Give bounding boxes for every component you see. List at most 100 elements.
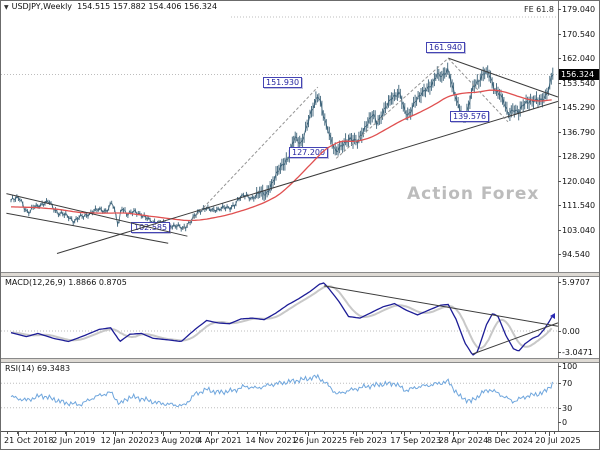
date-minor-tick [218,432,220,434]
date-minor-tick [506,432,508,434]
rsi-axis-tick [558,383,561,384]
date-minor-tick [515,432,517,434]
rsi-axis-tick [558,408,561,409]
price-axis-tick-label: 162.040 [562,54,596,63]
date-minor-tick [295,432,296,434]
date-minor-tick [554,432,556,434]
date-minor-tick [400,432,402,434]
price-axis-tick-label: 94.540 [562,250,590,259]
date-minor-tick [26,432,28,434]
price-axis-tick-label: 170.540 [562,29,596,39]
date-minor-tick [141,432,143,434]
date-major-tick [549,432,551,436]
date-major-tick [356,432,358,436]
current-price-badge: 156.324 [559,69,599,80]
date-minor-tick [467,432,469,434]
macd-axis-tick-label: 5.9707 [562,278,590,287]
date-minor-tick [544,432,546,434]
price-axis-tick [558,229,561,231]
date-minor-tick [343,432,344,434]
date-label: 12 Jan 2020 [100,436,149,445]
date-major-tick [452,432,454,436]
date-minor-tick [64,432,66,434]
date-minor-tick [477,432,479,434]
panel-separator-macd[interactable] [1,272,599,277]
date-label: 23 Aug 2020 [148,436,201,445]
date-minor-tick [131,432,133,434]
date-minor-tick [35,432,37,434]
date-label: 20 Jul 2025 [535,436,581,445]
date-label: 17 Sep 2023 [390,436,442,445]
price-axis-tick-label: 111.540 [562,201,596,210]
date-minor-tick [189,432,191,434]
price-axis-tick [558,9,561,10]
macd-trendline-1 [472,322,559,355]
price-axis-tick [558,131,561,133]
price-level-label: 151.930 [263,77,303,88]
date-minor-tick [458,432,460,434]
date-minor-tick [103,432,104,434]
date-label: 2 Jun 2019 [52,436,96,445]
date-minor-tick [208,432,210,434]
date-major-tick [307,432,309,436]
date-major-tick [404,432,406,436]
chart-title-row: ▼ USDJPY,Weekly 154.515 157.882 154.406 1… [4,2,217,11]
collapse-arrow-icon[interactable]: ▼ [4,4,9,11]
fibonacci-extension-label: FE 61.8 [523,5,554,14]
price-swing-dashed-1 [335,57,449,159]
price-axis-tick [558,205,561,206]
rsi-axis-tick-label: 100 [562,362,578,371]
date-minor-tick [323,432,325,434]
date-minor-tick [525,432,527,434]
price-axis-tick-label: 128.290 [562,152,596,161]
date-major-tick [501,432,502,436]
price-axis-tick-label: 136.790 [562,127,596,137]
macd-indicator-label: MACD(12,26,9) 1.8866 0.8705 [5,278,127,287]
date-major-tick [162,432,164,436]
rsi-axis-tick-label: 30 [562,404,573,413]
date-minor-tick [333,432,335,434]
date-minor-tick [256,432,258,434]
date-minor-tick [419,432,421,434]
rsi-axis-tick-label: 0 [562,418,568,427]
date-minor-tick [151,432,152,434]
date-minor-tick [275,432,277,434]
close-line [10,67,554,230]
macd-current-value-marker [550,313,555,319]
date-minor-tick [227,432,229,434]
date-minor-tick [448,432,450,434]
price-axis-tick-label: 179.040 [562,5,596,14]
price-axis-tick-label: 145.290 [562,103,596,112]
price-axis-tick [558,254,561,255]
price-level-label: 102.585 [131,222,171,233]
macd-signal-line [10,285,553,350]
rsi-axis-tick [558,422,561,423]
macd-trendline-0 [323,285,558,327]
price-level-label: 161.940 [426,42,466,53]
price-trendline-1 [448,57,559,98]
panel-separator-rsi[interactable] [1,358,599,363]
date-label: 8 Dec 2024 [487,436,534,445]
date-label: 26 Jun 2022 [293,436,342,445]
date-minor-tick [112,432,114,434]
rsi-indicator-label: RSI(14) 69.3483 [5,364,71,373]
date-minor-tick [391,432,392,434]
price-axis-tick-label: 153.540 [562,78,596,88]
macd-axis-tick-label: 0.00 [562,327,580,336]
date-minor-tick [429,432,431,434]
date-minor-tick [362,432,364,434]
date-minor-tick [410,432,412,434]
date-major-tick [211,432,213,436]
price-axis-tick [558,82,561,84]
price-level-label: 127.200 [289,147,329,158]
date-minor-tick [93,432,95,434]
date-minor-tick [45,432,47,434]
date-minor-tick [314,432,316,434]
date-label: 4 Apr 2021 [197,436,242,445]
date-minor-tick [199,432,200,434]
macd-main-line [10,282,553,356]
date-minor-tick [439,432,440,434]
date-label: 5 Feb 2023 [342,436,387,445]
